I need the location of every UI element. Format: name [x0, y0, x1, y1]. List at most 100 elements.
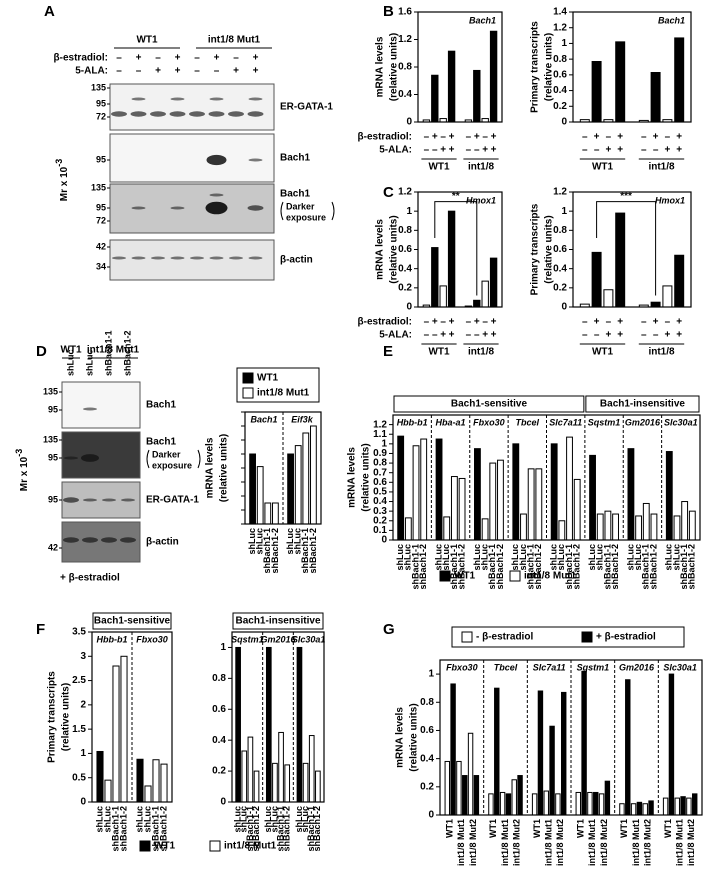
bar-label: int1/8 Mut2 [555, 819, 565, 866]
bar-label: shBach1-1 [602, 544, 612, 590]
bar [264, 502, 272, 525]
gene-label: Fbxo30 [136, 634, 168, 644]
gene-label: Gm2016 [260, 634, 296, 644]
y-tick-label: 0.6 [212, 704, 226, 715]
bar [310, 425, 317, 525]
marker: 95 [48, 404, 58, 414]
bar-label: shLuc [510, 544, 520, 571]
gene-label: Sqstm1 [577, 662, 610, 672]
bar-label: int1/8 Mut1 [456, 819, 466, 866]
bar-label: shBach1-2 [495, 544, 505, 590]
condition-sign: + [491, 330, 497, 341]
y-tick-label: 0 [80, 797, 86, 808]
condition-label: 5-ALA: [379, 330, 412, 341]
band [248, 97, 263, 101]
bar-label: shBach1-1 [641, 544, 651, 590]
bar-label: shBach1-2 [158, 806, 168, 852]
condition-sign: – [194, 66, 200, 77]
condition-sign: + [449, 317, 455, 328]
annotation: *** [620, 191, 632, 202]
bar [431, 247, 439, 308]
condition-sign: + [440, 330, 446, 341]
bar [494, 687, 500, 816]
y-tick-label: 0.5 [373, 487, 387, 498]
lane-label: shBach1-1 [103, 330, 113, 376]
bar-label: WT1 [619, 819, 629, 838]
bar [450, 476, 458, 541]
y-tick-label: 0.8 [398, 62, 412, 73]
condition-sign: – [594, 330, 600, 341]
bar-label: shBach1-2 [648, 544, 658, 590]
bar [668, 673, 675, 816]
y-axis-label: (relative units) [409, 703, 420, 771]
condition-sign: – [440, 317, 446, 328]
band [130, 111, 147, 117]
y-tick-label: 3.5 [72, 627, 86, 638]
y-tick-label: 0.2 [398, 282, 412, 293]
bar [104, 779, 112, 803]
bar-label: WT1 [663, 819, 673, 838]
y-tick-label: 0 [406, 302, 412, 313]
plot-frame [417, 191, 503, 308]
condition-sign: – [653, 330, 659, 341]
bar [531, 793, 538, 816]
bar [650, 513, 658, 541]
bar-label: WT1 [532, 819, 542, 838]
y-tick-label: 0.8 [398, 225, 412, 236]
bar [450, 683, 456, 816]
bar [535, 468, 543, 541]
condition-sign: – [432, 145, 438, 156]
gene-label: Tbcel [516, 417, 540, 427]
y-tick-label: 1 [428, 669, 434, 680]
bar [520, 513, 527, 541]
condition-sign: – [116, 66, 122, 77]
bar [397, 435, 405, 541]
bar [635, 515, 643, 541]
bar [272, 502, 279, 525]
group-label: WT1 [428, 347, 450, 358]
lane-label: shLuc [84, 349, 94, 376]
condition-sign: – [214, 66, 220, 77]
bar [589, 454, 596, 541]
bar [604, 510, 612, 541]
bar [272, 762, 278, 803]
condition-sign: – [665, 317, 671, 328]
band [206, 154, 227, 166]
condition-sign: + [594, 317, 600, 328]
condition-sign: – [641, 330, 647, 341]
bar-label: int1/8 Mut1 [675, 819, 685, 866]
y-axis-label: Mr x 10-3 [14, 449, 29, 491]
bar [688, 510, 696, 541]
legend-label: + β-estradiol [596, 632, 656, 643]
legend-swatch [461, 631, 473, 643]
bar-label: shBach1-1 [300, 528, 310, 574]
blot-label: β-actin [146, 537, 179, 548]
paren [197, 449, 201, 469]
gene-label: Sqstm1 [231, 634, 264, 644]
y-tick-label: 1.1 [373, 429, 387, 440]
bar-label: int1/8 Mut1 [587, 819, 597, 866]
band [102, 498, 116, 502]
bar-label: shBach1-2 [312, 806, 322, 852]
bar [443, 516, 451, 541]
band [248, 256, 263, 260]
bar [439, 285, 447, 308]
bar-label: int1/8 Mut2 [643, 819, 653, 866]
y-axis-label: mRNA levels [395, 707, 406, 768]
bar [662, 797, 669, 816]
bar-label: shLuc [300, 806, 310, 833]
bar-label: shBach1-1 [110, 806, 120, 852]
bar-label: int1/8 Mut1 [544, 819, 554, 866]
band [151, 256, 165, 260]
blot-label: ER-GATA-1 [280, 102, 333, 113]
bar-label: shBach1-2 [456, 544, 466, 590]
y-tick-label: 0.4 [373, 496, 387, 507]
gene-label: Slc7a11 [533, 662, 566, 672]
legend-swatch [209, 840, 221, 852]
condition-sign: + [491, 317, 497, 328]
bar [160, 763, 168, 803]
condition-sign: + [175, 66, 181, 77]
bar [650, 72, 661, 123]
blot-label: Bach1 [280, 153, 310, 164]
